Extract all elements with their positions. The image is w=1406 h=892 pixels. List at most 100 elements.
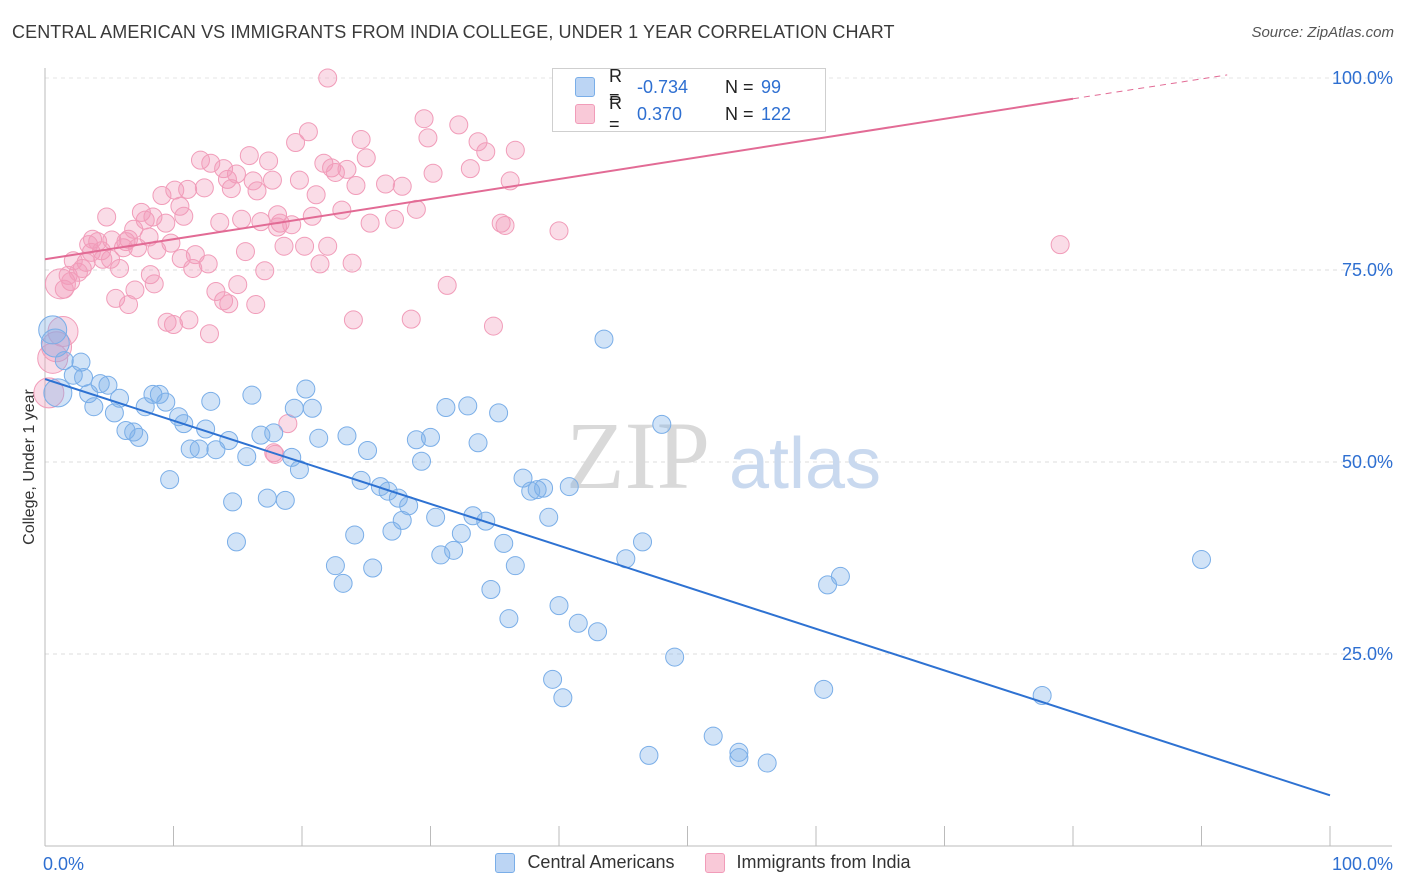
bottom-legend-swatch-blue bbox=[495, 852, 516, 873]
central-american-point bbox=[388, 488, 408, 508]
india-point bbox=[33, 377, 65, 409]
central-american-point bbox=[282, 447, 302, 467]
india-point bbox=[356, 148, 376, 168]
central-american-point bbox=[830, 566, 850, 586]
central-american-point bbox=[135, 397, 155, 417]
bottom-legend-immigrants-india[interactable]: Immigrants from India bbox=[704, 852, 911, 873]
x-tick-label: 100.0% bbox=[1332, 854, 1393, 874]
central-american-point bbox=[426, 507, 446, 527]
watermark-atlas: atlas bbox=[729, 424, 881, 504]
central-american-point bbox=[534, 478, 554, 498]
trend-lines bbox=[44, 74, 1331, 797]
central-american-point bbox=[160, 470, 180, 490]
central-american-point bbox=[345, 525, 365, 545]
legend-n-label: N = bbox=[725, 76, 754, 97]
india-point bbox=[343, 310, 363, 330]
central-american-point bbox=[703, 726, 723, 746]
central-american-point bbox=[284, 398, 304, 418]
india-point bbox=[214, 159, 234, 179]
india-point bbox=[337, 159, 357, 179]
central-american-point bbox=[223, 492, 243, 512]
central-american-point bbox=[38, 315, 68, 345]
central-american-point bbox=[337, 426, 357, 446]
india-point bbox=[185, 245, 205, 265]
india-point bbox=[259, 151, 279, 171]
india-point bbox=[210, 212, 230, 232]
central-american-point bbox=[302, 398, 322, 418]
central-american-point bbox=[814, 679, 834, 699]
india-point bbox=[414, 109, 434, 129]
central-american-point bbox=[309, 428, 329, 448]
india-point bbox=[401, 309, 421, 329]
legend-n-value: 122 bbox=[761, 103, 792, 124]
central-american-point bbox=[325, 556, 345, 576]
central-american-point bbox=[40, 328, 70, 358]
india-point bbox=[274, 236, 294, 256]
central-american-point bbox=[296, 379, 316, 399]
india-point bbox=[289, 170, 309, 190]
central-american-point bbox=[543, 669, 563, 689]
legend: R = -0.734 N = 99 R = 0.370 N = 122 bbox=[552, 66, 826, 134]
central-american-point bbox=[363, 558, 383, 578]
india-point bbox=[268, 217, 288, 237]
india-point bbox=[262, 170, 282, 190]
india-point bbox=[143, 207, 163, 227]
central-american-point bbox=[201, 391, 221, 411]
x-tick-label: 0.0% bbox=[43, 854, 84, 874]
central-american-point bbox=[431, 545, 451, 565]
y-tick-label: 75.0% bbox=[1342, 260, 1393, 280]
central-american-point bbox=[633, 532, 653, 552]
central-american-point bbox=[665, 647, 685, 667]
y-tick-label: 25.0% bbox=[1342, 644, 1393, 664]
central-american-point bbox=[499, 609, 519, 629]
bottom-legend-swatch-pink bbox=[704, 852, 725, 873]
india-point bbox=[214, 291, 234, 311]
india-point bbox=[332, 200, 352, 220]
india-point bbox=[468, 132, 488, 152]
central-american-point bbox=[156, 392, 176, 412]
central-american-point bbox=[559, 477, 579, 497]
india-point bbox=[106, 288, 126, 308]
central-american-point bbox=[521, 481, 541, 501]
india-point bbox=[190, 150, 210, 170]
central-american-point bbox=[358, 440, 378, 460]
central-american-point bbox=[729, 742, 749, 762]
india-point bbox=[179, 310, 199, 330]
central-american-point bbox=[226, 532, 246, 552]
india-point bbox=[226, 164, 246, 184]
central-american-point bbox=[242, 385, 262, 405]
central-american-point bbox=[412, 451, 432, 471]
india-point bbox=[449, 115, 469, 135]
central-american-point bbox=[451, 523, 471, 543]
india-point bbox=[61, 272, 81, 292]
india-point bbox=[156, 213, 176, 233]
central-american-point bbox=[468, 433, 488, 453]
axes bbox=[44, 68, 1392, 847]
india-point bbox=[385, 209, 405, 229]
source-label: Source: ZipAtlas.com bbox=[1251, 24, 1394, 41]
central-american-point bbox=[189, 439, 209, 459]
central-american-point bbox=[489, 403, 509, 423]
india-point bbox=[239, 146, 259, 166]
india-point bbox=[219, 294, 239, 314]
india-point bbox=[144, 274, 164, 294]
india-point bbox=[161, 233, 181, 253]
india-point bbox=[505, 140, 525, 160]
india-point bbox=[228, 275, 248, 295]
y-tick-label: 100.0% bbox=[1332, 68, 1393, 88]
central-american-point bbox=[549, 596, 569, 616]
watermark-zip: ZIP bbox=[566, 402, 710, 509]
india-point bbox=[232, 209, 252, 229]
central-american-point bbox=[275, 490, 295, 510]
india-point bbox=[342, 253, 362, 273]
india-point bbox=[298, 122, 318, 142]
legend-n-label: N = bbox=[725, 103, 754, 124]
india-point bbox=[124, 219, 144, 239]
india-point bbox=[295, 236, 315, 256]
india-point bbox=[201, 153, 221, 173]
bottom-legend-central-americans[interactable]: Central Americans bbox=[495, 852, 675, 873]
watermark: ZIP atlas bbox=[566, 402, 881, 509]
india-point bbox=[318, 68, 338, 88]
india-point bbox=[286, 133, 306, 153]
central-american-point bbox=[98, 375, 118, 395]
